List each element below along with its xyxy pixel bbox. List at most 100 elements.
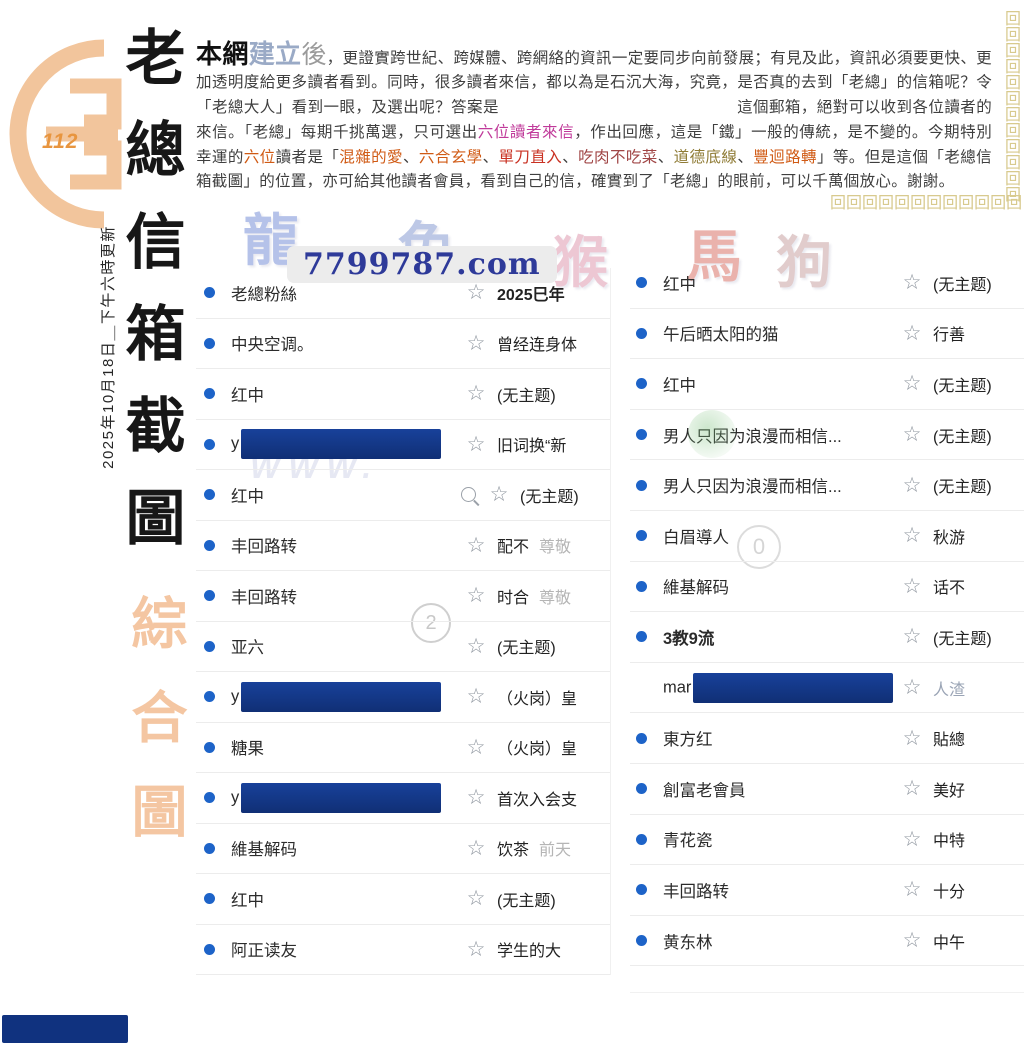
star-icon[interactable]: ☆ <box>902 777 922 801</box>
star-icon[interactable]: ☆ <box>466 836 486 860</box>
greek-key-motif: 回 <box>1004 11 1021 28</box>
mail-row[interactable]: 红中 ☆ (无主题) <box>630 258 1024 309</box>
mail-subject: (无主题) <box>497 387 556 405</box>
mail-row[interactable]: y ☆ （火岗）皇 <box>196 672 610 723</box>
star-icon[interactable]: ☆ <box>902 321 922 345</box>
mail-row[interactable]: 红中 ☆ (无主题) <box>196 470 610 521</box>
mail-subject: 秋游 <box>933 529 966 547</box>
star-icon[interactable]: ☆ <box>489 483 509 507</box>
greek-key-motif: 回 <box>894 195 911 212</box>
unread-dot-icon <box>636 631 647 643</box>
unread-dot-icon <box>204 590 215 602</box>
unread-dot-icon <box>204 287 215 299</box>
mail-subject: 十分 <box>933 883 966 901</box>
star-icon[interactable]: ☆ <box>466 937 486 961</box>
mail-subject: (无主题) <box>933 377 992 395</box>
mail-subject: (无主题) <box>497 892 556 910</box>
mail-row[interactable]: 丰回路转 ☆ 十分 <box>630 865 1024 916</box>
mail-subject: (无主题) <box>520 488 579 506</box>
star-icon[interactable]: ☆ <box>902 574 922 598</box>
intro-segment: 吃肉不吃菜 <box>578 148 658 166</box>
greek-key-motif: 回 <box>1004 123 1021 140</box>
mail-row[interactable]: 白眉導人 ☆ 秋游 <box>630 511 1024 562</box>
mail-sender: 红中 <box>231 386 264 405</box>
intro-segment: 建立 <box>248 38 302 69</box>
mail-row[interactable]: 老總粉絲 ☆ 2025巳年 <box>196 268 610 319</box>
star-icon[interactable]: ☆ <box>466 281 486 305</box>
star-icon[interactable]: ☆ <box>466 331 486 355</box>
star-icon[interactable]: ☆ <box>466 685 486 709</box>
star-icon[interactable]: ☆ <box>902 372 922 396</box>
star-icon[interactable]: ☆ <box>466 533 486 557</box>
star-icon[interactable]: ☆ <box>902 827 922 851</box>
star-icon[interactable]: ☆ <box>902 271 922 295</box>
mail-sender: 丰回路转 <box>231 588 297 607</box>
star-icon[interactable]: ☆ <box>902 929 922 953</box>
star-icon[interactable]: ☆ <box>466 634 486 658</box>
mail-row[interactable]: 男人只因为浪漫而相信... ☆ (无主题) <box>630 410 1024 461</box>
mail-list-left: 老總粉絲 ☆ 2025巳年 中央空调。 ☆ 曾经连身体 红中 ☆ (无主题) y… <box>196 268 611 975</box>
circle-0-watermark: 0 <box>737 525 781 569</box>
intro-segment: ，作出回應，這是「鐵」一般的傳統，是不變的。今期特別幸運的 <box>196 123 992 166</box>
mail-sender: 中央空调。 <box>231 336 314 355</box>
mail-sender: 男人只因为浪漫而相信... <box>663 427 842 446</box>
mail-subject: 中特 <box>933 833 966 851</box>
mail-list-right: 红中 ☆ (无主题) 午后晒太阳的猫 ☆ 行善 红中 ☆ (无主题) 男人只因为… <box>630 258 1024 994</box>
star-icon[interactable]: ☆ <box>466 382 486 406</box>
star-icon[interactable]: ☆ <box>902 878 922 902</box>
star-icon[interactable]: ☆ <box>466 786 486 810</box>
greek-key-motif: 回 <box>990 195 1007 212</box>
mail-row[interactable]: 红中 ☆ (无主题) <box>196 874 610 925</box>
mail-row[interactable]: 3教9流 ☆ (无主题) <box>630 612 1024 663</box>
star-icon[interactable]: ☆ <box>902 423 922 447</box>
mail-sender: 丰回路转 <box>663 882 729 901</box>
star-icon[interactable]: ☆ <box>466 432 486 456</box>
mail-row[interactable]: 中央空调。 ☆ 曾经连身体 <box>196 319 610 369</box>
mail-sender: 維基解码 <box>231 841 297 860</box>
mail-row[interactable]: 糖果 ☆ （火岗）皇 <box>196 723 610 773</box>
intro-segment: 混雜的愛 <box>339 148 403 166</box>
unread-dot-icon <box>636 884 647 896</box>
mail-row[interactable]: 亚六 ☆ (无主题) <box>196 622 610 672</box>
star-icon[interactable]: ☆ <box>902 625 922 649</box>
redaction-bar <box>241 429 442 460</box>
mail-row[interactable]: 青花瓷 ☆ 中特 <box>630 815 1024 866</box>
star-icon[interactable]: ☆ <box>902 524 922 548</box>
mail-row[interactable]: 红中 ☆ (无主题) <box>196 369 610 420</box>
star-icon[interactable]: ☆ <box>902 726 922 750</box>
mail-sender: 男人只因为浪漫而相信... <box>663 478 842 497</box>
unread-dot-icon <box>636 429 647 441</box>
mail-row[interactable]: 維基解码 ☆ 话不 <box>630 562 1024 613</box>
mail-row[interactable]: y ☆ 旧词换“新 <box>196 420 610 470</box>
mail-row[interactable]: 東方红 ☆ 貼總 <box>630 713 1024 764</box>
mail-row[interactable]: 維基解码 ☆ 饮茶 前天 <box>196 824 610 874</box>
mail-row[interactable]: y ☆ 首次入会支 <box>196 773 610 824</box>
unread-dot-icon <box>204 842 215 854</box>
star-icon[interactable]: ☆ <box>466 887 486 911</box>
greek-key-motif: 回 <box>862 195 879 212</box>
mail-sender: mar <box>663 672 897 703</box>
mail-row[interactable]: 红中 ☆ (无主题) <box>630 359 1024 410</box>
intro-segment: 、 <box>657 148 674 166</box>
star-icon[interactable]: ☆ <box>466 735 486 759</box>
mail-row[interactable]: 丰回路转 ☆ 时合 尊敬 <box>196 571 610 622</box>
unread-dot-icon <box>636 580 647 592</box>
intro-segment: 六位 <box>243 148 276 166</box>
mail-row[interactable]: 黄东林 ☆ 中午 <box>630 916 1024 967</box>
mail-row[interactable]: 午后晒太阳的猫 ☆ 行善 <box>630 309 1024 360</box>
redaction-bar <box>693 672 894 703</box>
mail-row[interactable]: 創富老會員 ☆ 美好 <box>630 764 1024 815</box>
mail-row[interactable]: 男人只因为浪漫而相信... ☆ (无主题) <box>630 460 1024 511</box>
logo-number: 112 <box>42 130 79 153</box>
mail-row[interactable]: 阿正读友 ☆ 学生的大 <box>196 925 610 975</box>
mail-sender: 東方红 <box>663 731 713 750</box>
star-icon[interactable]: ☆ <box>902 676 922 700</box>
unread-dot-icon <box>204 539 215 551</box>
intro-segment: 讀者是「 <box>275 148 340 166</box>
star-icon[interactable]: ☆ <box>902 473 922 497</box>
mail-snippet: 尊敬 <box>539 589 572 607</box>
star-icon[interactable]: ☆ <box>466 584 486 608</box>
greek-key-motif: 回 <box>1004 75 1021 92</box>
mail-row[interactable]: mar ☆ 人渣 <box>630 663 1024 714</box>
mail-row[interactable]: 丰回路转 ☆ 配不 尊敬 <box>196 521 610 571</box>
